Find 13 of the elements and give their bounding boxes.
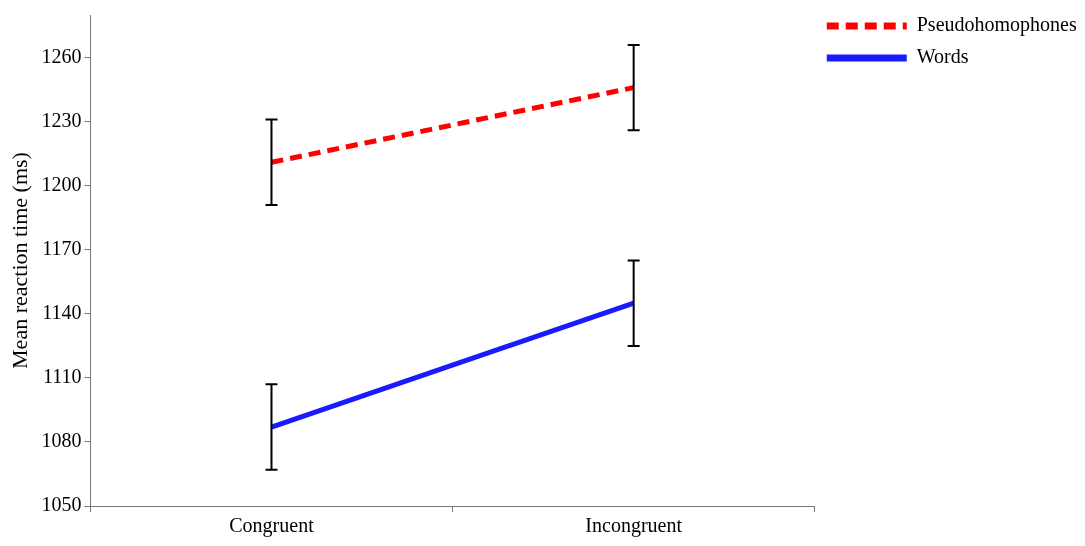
y-tick-label: 1080 <box>41 429 82 452</box>
y-tick-label: 1230 <box>41 108 82 131</box>
y-tick-label: 1110 <box>42 365 82 388</box>
y-tick-label: 1200 <box>41 173 82 196</box>
y-axis-title: Mean reaction time (ms) <box>6 152 32 369</box>
y-tick-label: 1170 <box>42 237 82 260</box>
y-tick-label: 1260 <box>41 44 82 67</box>
legend-label: Pseudohomophones <box>916 13 1077 37</box>
x-tick-label: Congruent <box>229 514 315 538</box>
legend-label: Words <box>916 45 969 68</box>
y-tick-label: 1140 <box>42 301 82 324</box>
y-tick-label: 1050 <box>41 493 82 516</box>
x-tick-label: Incongruent <box>585 514 683 538</box>
